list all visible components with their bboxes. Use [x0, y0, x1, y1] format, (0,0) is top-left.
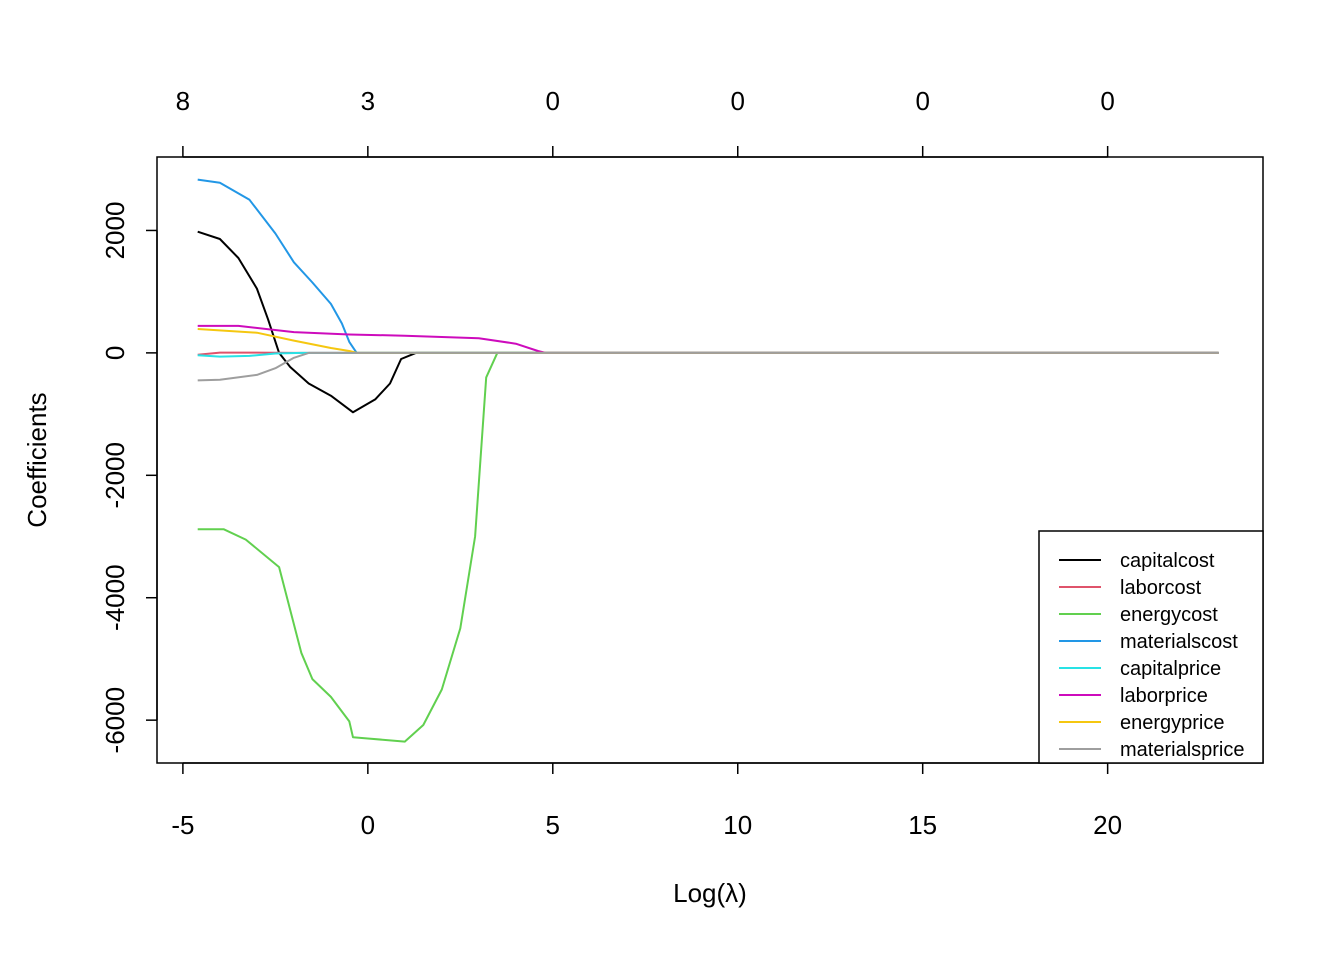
- top-axis: 8 3 0 0 0 0: [176, 86, 1115, 158]
- y-tick-label: 2000: [100, 202, 130, 260]
- top-tick-label: 8: [176, 86, 190, 116]
- x-tick-label: -5: [171, 810, 194, 840]
- top-tick-label: 0: [731, 86, 745, 116]
- series-line-energyprice: [197, 328, 1219, 354]
- legend-box: [1038, 530, 1264, 764]
- legend-label-capitalprice: capitalprice: [1120, 658, 1221, 680]
- legend-label-laborcost: laborcost: [1120, 577, 1202, 599]
- top-tick-label: 0: [1100, 86, 1114, 116]
- y-axis-title: Coefficients: [22, 392, 52, 527]
- y-axis: -6000 -4000 -2000 0 2000: [100, 202, 158, 754]
- top-tick-label: 0: [915, 86, 929, 116]
- y-tick-label: -2000: [100, 442, 130, 509]
- x-axis: -5 0 5 10 15 20: [171, 762, 1122, 840]
- legend-label-energyprice: energyprice: [1120, 712, 1225, 734]
- x-tick-label: 10: [723, 810, 752, 840]
- y-tick-label: -6000: [100, 687, 130, 754]
- x-tick-label: 5: [546, 810, 560, 840]
- x-tick-label: 0: [361, 810, 375, 840]
- y-tick-label: -4000: [100, 564, 130, 631]
- legend: capitalcost laborcost energycost materialsc…: [1038, 530, 1264, 764]
- series-line-laborprice: [197, 324, 1219, 354]
- x-tick-label: 15: [908, 810, 937, 840]
- legend-label-energycost: energycost: [1120, 604, 1218, 626]
- x-axis-title: Log(λ): [673, 878, 747, 908]
- top-tick-label: 0: [546, 86, 560, 116]
- y-tick-label: 0: [100, 346, 130, 360]
- series-line-materialsprice: [197, 351, 1219, 382]
- series-line-capitalcost: [197, 230, 1219, 414]
- series-line-energycost: [197, 351, 1219, 743]
- legend-label-materialsprice: materialsprice: [1120, 739, 1244, 761]
- legend-label-capitalcost: capitalcost: [1120, 550, 1215, 572]
- series-line-materialscost: [197, 178, 1219, 354]
- legend-label-laborprice: laborprice: [1120, 685, 1208, 707]
- legend-label-materialscost: materialscost: [1120, 631, 1238, 653]
- top-tick-label: 3: [361, 86, 375, 116]
- x-tick-label: 20: [1093, 810, 1122, 840]
- series-layer: [197, 178, 1219, 743]
